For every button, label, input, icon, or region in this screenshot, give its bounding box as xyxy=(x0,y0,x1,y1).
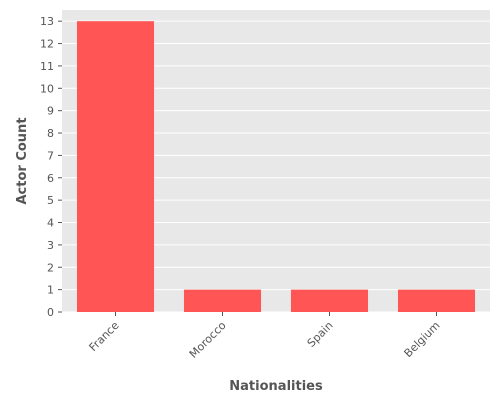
bar-france xyxy=(76,21,155,313)
y-tick-label: 11 xyxy=(40,60,54,73)
x-tick-label: Spain xyxy=(305,319,336,350)
y-tick-label: 0 xyxy=(47,306,54,319)
y-tick-label: 12 xyxy=(40,38,54,51)
x-axis-ticks: France Morocco Spain Belgium xyxy=(87,312,443,361)
y-tick-label: 2 xyxy=(47,261,54,274)
x-tick-label: France xyxy=(87,319,122,354)
bar-morocco xyxy=(183,289,262,312)
y-tick-label: 6 xyxy=(47,172,54,185)
y-tick-label: 5 xyxy=(47,194,54,207)
y-tick-label: 9 xyxy=(47,105,54,118)
y-tick-label: 7 xyxy=(47,149,54,162)
y-tick-label: 4 xyxy=(47,217,54,230)
y-axis-title: Actor Count xyxy=(15,117,30,204)
bars xyxy=(76,21,476,313)
y-tick-label: 13 xyxy=(40,15,54,28)
y-tick-label: 10 xyxy=(40,82,54,95)
bar-belgium xyxy=(397,289,476,312)
bar-spain xyxy=(290,289,369,312)
x-tick-label: Belgium xyxy=(402,319,443,360)
y-tick-label: 3 xyxy=(47,239,54,252)
y-tick-label: 8 xyxy=(47,127,54,140)
y-tick-label: 1 xyxy=(47,284,54,297)
x-axis-title: Nationalities xyxy=(229,379,323,394)
x-tick-label: Morocco xyxy=(187,319,229,361)
